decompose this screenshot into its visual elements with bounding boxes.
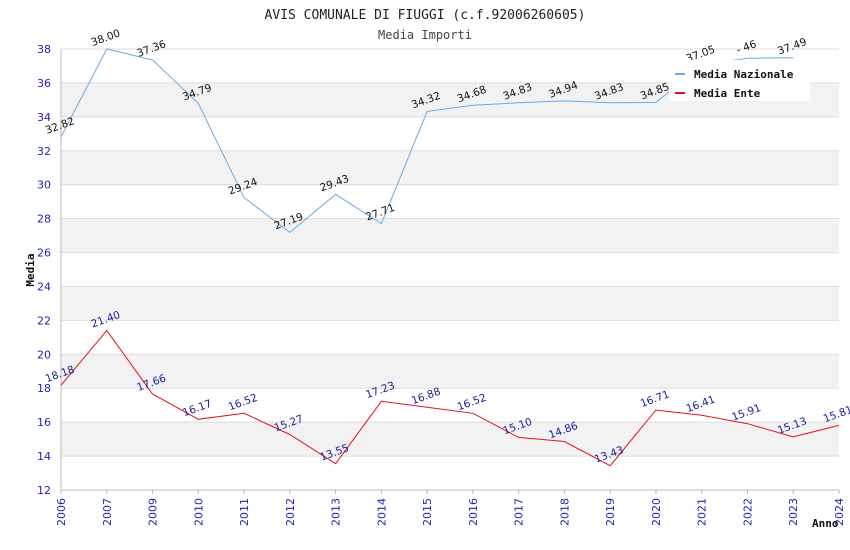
- grid-band: [61, 286, 839, 321]
- y-tick-label: 32: [37, 145, 51, 158]
- x-tick-label: 2014: [375, 498, 388, 526]
- grid-bands: [61, 82, 839, 457]
- y-tick-label: 12: [37, 484, 51, 497]
- data-label: 16.71: [639, 389, 671, 411]
- y-tick-label: 20: [37, 348, 51, 361]
- y-tick-label: 22: [37, 314, 51, 327]
- y-axis-label: Media: [24, 253, 37, 286]
- x-tick-label: 2018: [558, 498, 571, 526]
- data-label: 37.36: [135, 38, 168, 60]
- y-tick-label: 26: [37, 247, 51, 260]
- x-tick-label: 2013: [330, 498, 343, 526]
- legend: Media Nazionale Media Ente: [669, 60, 810, 101]
- x-tick-label: 2020: [650, 498, 663, 526]
- y-tick-label: 28: [37, 213, 51, 226]
- data-label: 16.17: [181, 398, 213, 420]
- data-label: 16.41: [685, 394, 717, 416]
- y-tick-label: 30: [37, 179, 51, 192]
- y-tick-label: 16: [37, 416, 51, 429]
- x-tick-label: 2021: [696, 498, 709, 526]
- x-tick-label: 2007: [101, 498, 114, 526]
- chart-title: AVIS COMUNALE DI FIUGGI (c.f.92006260605…: [265, 8, 586, 23]
- x-tick-label: 2015: [421, 498, 434, 526]
- y-tick-label: 18: [37, 382, 51, 395]
- x-tick-label: 2023: [787, 498, 800, 526]
- y-tick-label: 36: [37, 77, 51, 90]
- chart-subtitle: Media Importi: [378, 28, 472, 42]
- legend-box: [669, 60, 810, 101]
- data-label: 16.52: [227, 392, 259, 414]
- series-line-media-ente: [60, 329, 840, 467]
- grid-band: [61, 150, 839, 185]
- data-label: 15.91: [730, 402, 762, 424]
- x-tick-label: 2012: [284, 498, 297, 526]
- data-label: 38.00: [90, 27, 122, 49]
- grid-band: [61, 422, 839, 457]
- legend-entry: Media Ente: [694, 87, 761, 100]
- y-tick-label: 14: [37, 450, 51, 463]
- grid-band: [61, 218, 839, 253]
- x-tick-label: 2010: [192, 498, 205, 526]
- x-tick-label: 2024: [833, 498, 846, 526]
- y-tick-label: 34: [37, 111, 51, 124]
- x-tick-label: 2022: [741, 498, 754, 526]
- data-label: 37.49: [776, 36, 808, 58]
- x-tick-label: 2019: [604, 498, 617, 526]
- grid-band: [61, 354, 839, 389]
- x-tick-label: 2017: [513, 498, 526, 526]
- x-tick-label: 2006: [55, 498, 68, 526]
- y-tick-label: 38: [37, 43, 51, 56]
- y-axis-ticks: 12 14 16 18 20 22 24 26 28 30 32 34 36 38: [37, 43, 51, 497]
- x-axis-label: Anno: [812, 517, 839, 530]
- grid-lines: [60, 48, 839, 491]
- data-label: 16.52: [456, 392, 488, 414]
- y-tick-label: 24: [37, 280, 51, 293]
- x-tick-label: 2016: [467, 498, 480, 526]
- x-tick-label: 2009: [147, 498, 160, 526]
- x-axis-ticks: 2006 2007 2009 2010 2011 2012 2013 2014 2015 2016…: [55, 490, 846, 526]
- legend-entry: Media Nazionale: [694, 68, 794, 81]
- data-label: - 46: [735, 38, 759, 56]
- data-label: 16.88: [410, 386, 442, 408]
- x-tick-label: 2011: [238, 498, 251, 526]
